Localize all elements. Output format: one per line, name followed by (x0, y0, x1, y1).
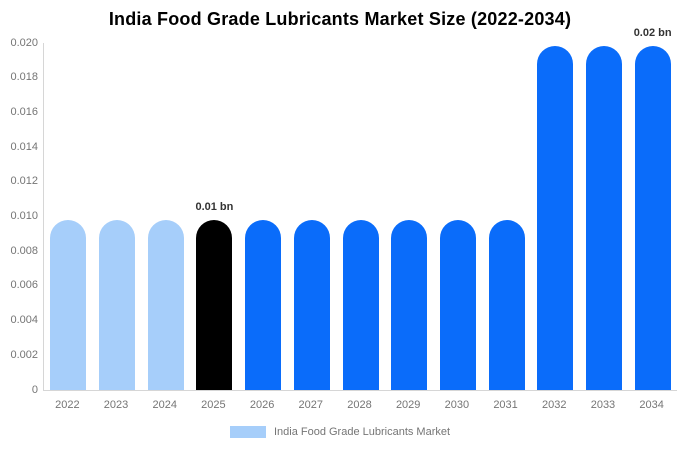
x-tick-label: 2034 (639, 399, 664, 411)
x-tick-label: 2024 (152, 399, 177, 411)
x-tick-label: 2032 (542, 399, 567, 411)
bar-2026[interactable] (245, 219, 282, 390)
bar-2024[interactable] (147, 219, 184, 390)
y-tick-label: 0.018 (10, 71, 38, 84)
legend: India Food Grade Lubricants Market (0, 426, 680, 438)
bar-2023[interactable] (99, 219, 136, 390)
bar-2033[interactable] (585, 46, 622, 390)
x-tick-label: 2030 (444, 399, 470, 411)
bar-2032[interactable] (537, 46, 574, 390)
y-tick-label: 0.016 (10, 105, 38, 118)
bar-2025[interactable] (196, 219, 233, 390)
x-tick-label: 2028 (347, 399, 372, 411)
x-tick-label: 2029 (395, 399, 421, 411)
x-tick-label: 2023 (103, 399, 129, 411)
bar-2030[interactable] (439, 219, 476, 390)
y-tick-label: 0.004 (10, 314, 38, 327)
y-tick-label: 0.012 (10, 175, 38, 188)
x-tick-label: 2025 (201, 399, 226, 411)
x-tick-label: 2033 (590, 399, 616, 411)
bar-2029[interactable] (391, 219, 428, 390)
y-tick-label: 0.010 (10, 210, 38, 222)
legend-swatch[interactable] (229, 426, 266, 438)
bar-2034[interactable] (634, 46, 671, 390)
y-tick-label: 0.006 (10, 279, 38, 292)
bar-2022[interactable] (50, 219, 87, 390)
x-tick-label: 2027 (298, 399, 324, 411)
plot-area: 0.01 bn 0.02 bn (43, 27, 677, 391)
y-tick-label: 0.014 (10, 140, 38, 153)
legend-label[interactable]: India Food Grade Lubricants Market (273, 426, 451, 438)
bar-2027[interactable] (293, 219, 330, 390)
x-tick-label: 2026 (249, 399, 275, 411)
bar-value-label: 0.01 bn (195, 200, 234, 213)
x-tick-label: 2022 (55, 399, 80, 411)
bar-2031[interactable] (488, 219, 525, 390)
y-tick-label: 0 (31, 383, 38, 396)
y-tick-label: 0.020 (10, 36, 38, 49)
chart-title: India Food Grade Lubricants Market Size … (108, 9, 572, 29)
y-tick-label: 0.008 (10, 244, 38, 257)
y-tick-label: 0.002 (10, 348, 38, 361)
x-tick-label: 2031 (493, 399, 518, 411)
bar-2028[interactable] (342, 219, 379, 390)
bar-value-label: 0.02 bn (633, 27, 672, 40)
